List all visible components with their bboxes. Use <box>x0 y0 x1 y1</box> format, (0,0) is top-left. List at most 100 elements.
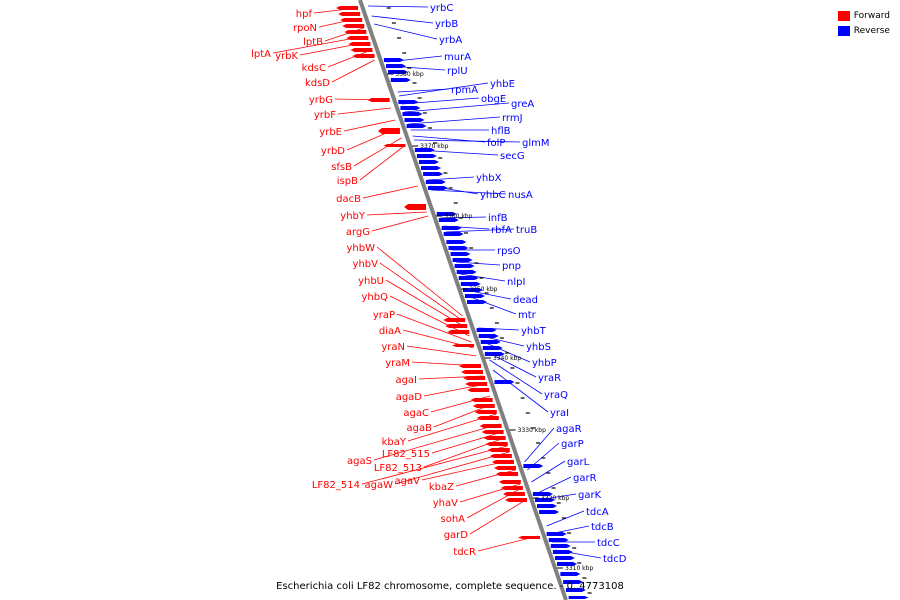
forward-leader <box>361 445 508 485</box>
kbp-tick-label: 3360 kbp <box>444 213 472 220</box>
reverse-gene-label: yhbC <box>480 190 506 201</box>
forward-leader <box>379 262 465 323</box>
forward-gene-label: agaI <box>395 375 417 386</box>
reverse-gene-label: garP <box>561 439 584 450</box>
reverse-leader <box>445 228 515 233</box>
reverse-gene-label: tdcC <box>597 538 620 549</box>
reverse-gene-feature <box>458 276 479 280</box>
kbp-tick-label: 3320 kbp <box>541 495 569 502</box>
forward-leader <box>396 313 472 343</box>
reverse-gene-feature <box>448 246 469 250</box>
reverse-leader <box>531 460 566 483</box>
forward-gene-feature <box>472 404 495 408</box>
forward-gene-feature <box>344 30 367 34</box>
reverse-leader <box>467 295 517 315</box>
reverse-gene-label: rbfA <box>491 225 512 236</box>
forward-gene-feature <box>479 424 502 428</box>
reverse-leader <box>483 341 531 363</box>
reverse-gene-label: yraQ <box>544 390 568 401</box>
forward-gene-label: yhbY <box>340 211 366 222</box>
reverse-gene-label: tdcB <box>591 522 614 533</box>
forward-gene-feature <box>338 12 361 16</box>
reverse-leader <box>492 369 549 413</box>
reverse-gene-label: rpmA <box>451 85 478 96</box>
forward-gene-label: kdsD <box>305 78 330 89</box>
kbp-tick-label: 3380 kbp <box>395 71 423 78</box>
reverse-gene-feature <box>460 282 481 286</box>
forward-gene-label: yrbF <box>314 110 336 121</box>
forward-gene-label: lptB <box>303 37 323 48</box>
forward-gene-label: agaW <box>365 480 394 491</box>
reverse-gene-label: garL <box>567 457 590 468</box>
reverse-leader <box>524 427 555 463</box>
reverse-gene-feature <box>406 124 427 128</box>
kbp-tick-label: 3330 kbp <box>518 427 546 434</box>
forward-gene-label: yrbD <box>321 146 345 157</box>
forward-gene-label: yrbG <box>309 95 333 106</box>
forward-gene-feature <box>496 472 519 476</box>
reverse-gene-label: garK <box>578 490 602 501</box>
forward-gene-label: agaD <box>396 392 423 403</box>
reverse-gene-label: yhbS <box>526 342 551 353</box>
reverse-gene-feature <box>452 258 473 262</box>
forward-gene-label: rpoN <box>293 23 317 34</box>
reverse-gene-feature <box>390 78 411 82</box>
forward-gene-feature <box>348 42 371 46</box>
forward-gene-feature <box>342 24 365 28</box>
reverse-gene-feature <box>476 328 497 332</box>
forward-gene-feature <box>489 454 512 458</box>
forward-gene-label: argG <box>346 227 370 238</box>
forward-gene-feature <box>518 536 541 539</box>
forward-gene-label: kbaZ <box>429 482 454 493</box>
forward-gene-feature <box>463 376 486 380</box>
forward-gene-label: kbaY <box>382 437 407 448</box>
forward-gene-label: yhbV <box>353 259 379 270</box>
forward-leader <box>362 185 418 199</box>
forward-leader <box>394 451 510 485</box>
reverse-gene-feature <box>546 532 567 536</box>
forward-gene-label: sohA <box>440 514 465 525</box>
reverse-gene-feature <box>568 596 589 599</box>
forward-gene-feature <box>500 486 523 490</box>
reverse-gene-label: folP <box>487 138 505 149</box>
reverse-gene-feature <box>414 148 435 152</box>
reverse-gene-feature <box>534 498 555 502</box>
forward-gene-label: sfsB <box>331 162 352 173</box>
reverse-gene-label: pnp <box>502 261 521 272</box>
forward-gene-feature <box>465 382 488 386</box>
chromosome-backbone <box>358 0 568 600</box>
reverse-gene-feature <box>450 252 471 256</box>
forward-gene-label: yraN <box>381 342 405 353</box>
forward-gene-feature <box>476 416 499 420</box>
reverse-gene-feature <box>548 538 569 542</box>
reverse-label: Reverse <box>853 25 890 36</box>
reverse-gene-feature <box>484 352 505 356</box>
forward-gene-label: garD <box>444 530 469 541</box>
forward-leader <box>371 215 429 232</box>
forward-gene-label: diaA <box>379 326 401 337</box>
reverse-gene-label: rplU <box>447 66 468 77</box>
reverse-gene-feature <box>436 212 457 216</box>
forward-leader <box>331 59 375 83</box>
forward-leader <box>353 137 402 167</box>
forward-gene-label: dacB <box>336 194 361 205</box>
forward-leader <box>359 145 405 181</box>
reverse-gene-label: yrbA <box>439 35 462 46</box>
forward-leader <box>389 295 470 337</box>
forward-gene-label: agaB <box>407 423 433 434</box>
reverse-leader <box>486 351 537 378</box>
reverse-leader <box>368 5 429 8</box>
reverse-leader <box>489 359 543 395</box>
reverse-gene-feature <box>454 264 475 268</box>
reverse-gene-feature <box>462 288 483 292</box>
reverse-gene-feature <box>478 334 499 338</box>
reverse-gene-feature <box>560 572 581 576</box>
reverse-gene-feature <box>418 160 439 164</box>
forward-gene-label: yhbQ <box>362 292 389 303</box>
forward-gene-feature <box>504 498 527 502</box>
forward-gene-label: yraP <box>373 310 395 321</box>
gene-features <box>336 6 589 599</box>
reverse-gene-feature <box>423 172 444 176</box>
reverse-gene-feature <box>464 294 485 298</box>
